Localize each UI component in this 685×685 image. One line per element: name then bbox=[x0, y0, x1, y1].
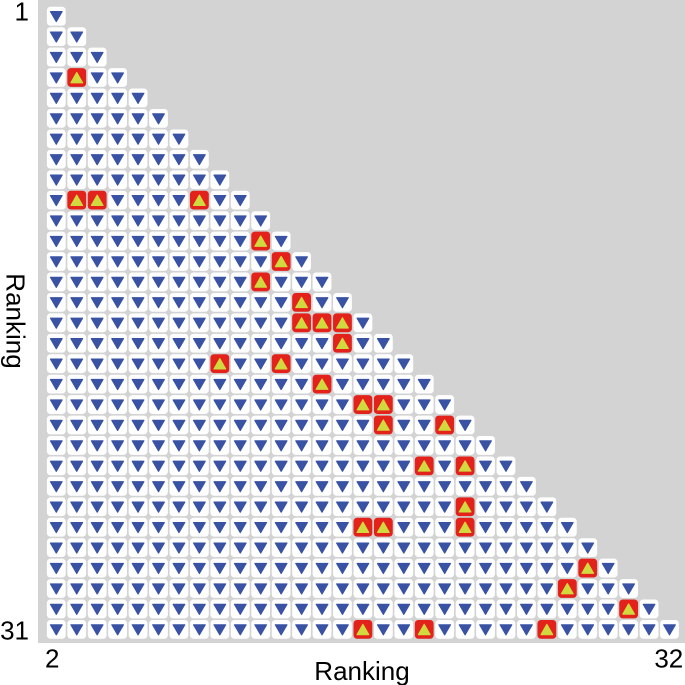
svg-text:31: 31 bbox=[0, 615, 29, 645]
svg-text:1: 1 bbox=[15, 0, 29, 26]
svg-text:32: 32 bbox=[654, 643, 683, 673]
svg-text:2: 2 bbox=[45, 643, 59, 673]
svg-text:Ranking: Ranking bbox=[314, 656, 409, 685]
svg-text:Ranking: Ranking bbox=[1, 273, 31, 368]
